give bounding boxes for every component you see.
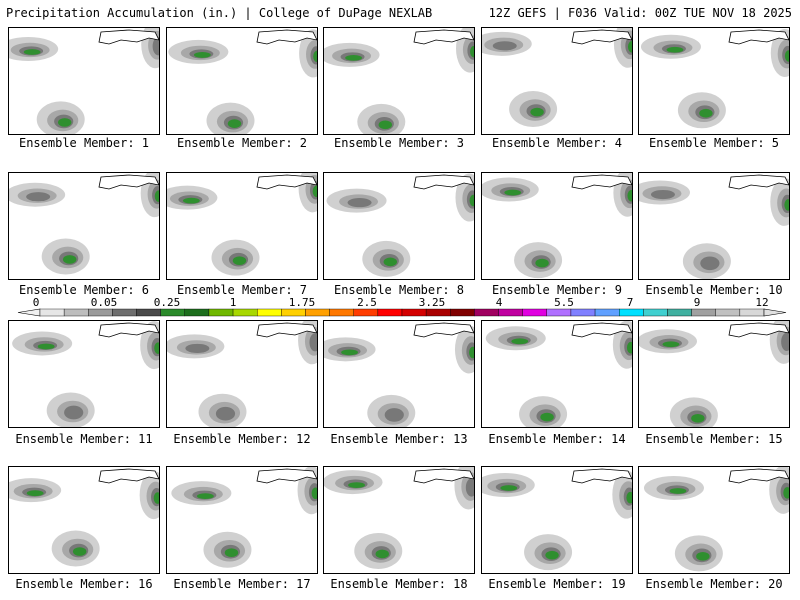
colorbar-left-arrow xyxy=(17,308,41,317)
colorbar-swatch xyxy=(136,308,161,317)
member-caption: Ensemble Member: 10 xyxy=(645,283,783,297)
member-caption: Ensemble Member: 7 xyxy=(176,283,308,297)
ensemble-member-map xyxy=(8,466,160,574)
colorbar-swatch xyxy=(667,308,692,317)
member-caption: Ensemble Member: 15 xyxy=(645,432,783,446)
colorbar-tick-label: 3.25 xyxy=(419,296,446,309)
map-title: Precipitation Accumulation (in.) | Colle… xyxy=(6,6,433,20)
colorbar-swatch xyxy=(691,308,716,317)
colorbar-swatch xyxy=(160,308,186,317)
colorbar-swatch xyxy=(401,308,427,317)
colorbar-swatch xyxy=(619,308,644,317)
member-caption: Ensemble Member: 20 xyxy=(645,577,783,591)
ensemble-member-map xyxy=(323,172,475,280)
member-caption: Ensemble Member: 3 xyxy=(333,136,465,150)
colorbar-swatch xyxy=(39,308,65,317)
ensemble-member-map xyxy=(166,320,318,428)
member-caption: Ensemble Member: 4 xyxy=(491,136,623,150)
precip-colorbar: 0 0.05 0.25 1 1.75 2.5 3.25 4 5.5 7 9 12 xyxy=(17,296,787,317)
model-run-info: 12Z GEFS | F036 Valid: 00Z TUE NOV 18 20… xyxy=(488,6,792,20)
ensemble-member-map xyxy=(481,320,633,428)
colorbar-right-arrow xyxy=(763,308,787,317)
member-caption: Ensemble Member: 17 xyxy=(173,577,311,591)
ensemble-member-map xyxy=(8,27,160,135)
member-caption: Ensemble Member: 9 xyxy=(491,283,623,297)
colorbar-swatch xyxy=(377,308,403,317)
ensemble-member-map xyxy=(166,466,318,574)
colorbar-swatch xyxy=(88,308,113,317)
colorbar-tick-label: 7 xyxy=(627,296,634,309)
colorbar-swatch xyxy=(305,308,330,317)
colorbar-tick-label: 1.75 xyxy=(289,296,316,309)
ensemble-member-map xyxy=(638,466,790,574)
member-caption: Ensemble Member: 5 xyxy=(648,136,780,150)
member-caption: Ensemble Member: 6 xyxy=(18,283,150,297)
colorbar-swatch xyxy=(594,308,620,317)
ensemble-member-map xyxy=(323,320,475,428)
colorbar-swatch xyxy=(329,308,354,317)
member-caption: Ensemble Member: 8 xyxy=(333,283,465,297)
colorbar-swatch xyxy=(63,308,89,317)
ensemble-member-map xyxy=(323,466,475,574)
ensemble-member-map xyxy=(638,27,790,135)
colorbar-swatch xyxy=(715,308,741,317)
colorbar-swatch xyxy=(425,308,451,317)
colorbar-swatch xyxy=(450,308,475,317)
colorbar-swatch xyxy=(232,308,258,317)
colorbar-tick-label: 12 xyxy=(755,296,768,309)
ensemble-member-map xyxy=(481,172,633,280)
colorbar-tick-label: 4 xyxy=(496,296,503,309)
member-caption: Ensemble Member: 11 xyxy=(15,432,153,446)
colorbar-swatch xyxy=(474,308,499,317)
colorbar-tick-label: 1 xyxy=(230,296,237,309)
colorbar-tick-label: 0 xyxy=(33,296,40,309)
member-caption: Ensemble Member: 13 xyxy=(330,432,468,446)
colorbar-swatch xyxy=(208,308,234,317)
member-caption: Ensemble Member: 19 xyxy=(488,577,626,591)
ensemble-member-map xyxy=(166,27,318,135)
member-caption: Ensemble Member: 16 xyxy=(15,577,153,591)
colorbar-tick-label: 5.5 xyxy=(554,296,574,309)
colorbar-swatch xyxy=(498,308,523,317)
colorbar-swatch xyxy=(739,308,765,317)
ensemble-member-map xyxy=(481,466,633,574)
colorbar-swatch xyxy=(353,308,379,317)
ensemble-member-map xyxy=(8,320,160,428)
ensemble-member-map xyxy=(166,172,318,280)
colorbar-tick-label: 0.05 xyxy=(91,296,118,309)
ensemble-member-map xyxy=(638,172,790,280)
member-caption: Ensemble Member: 1 xyxy=(18,136,150,150)
colorbar-swatch xyxy=(546,308,572,317)
colorbar-swatch xyxy=(281,308,306,317)
member-caption: Ensemble Member: 12 xyxy=(173,432,311,446)
colorbar-tick-label: 9 xyxy=(694,296,701,309)
member-caption: Ensemble Member: 18 xyxy=(330,577,468,591)
colorbar-tick-label: 2.5 xyxy=(357,296,377,309)
ensemble-member-map xyxy=(481,27,633,135)
colorbar-swatch xyxy=(522,308,548,317)
ensemble-member-map xyxy=(638,320,790,428)
colorbar-swatch xyxy=(184,308,210,317)
colorbar-swatch xyxy=(112,308,137,317)
member-caption: Ensemble Member: 2 xyxy=(176,136,308,150)
colorbar-swatch xyxy=(257,308,282,317)
colorbar-swatch xyxy=(643,308,668,317)
ensemble-member-map xyxy=(323,27,475,135)
member-caption: Ensemble Member: 14 xyxy=(488,432,626,446)
colorbar-tick-label: 0.25 xyxy=(154,296,181,309)
colorbar-swatch xyxy=(570,308,596,317)
ensemble-member-map xyxy=(8,172,160,280)
